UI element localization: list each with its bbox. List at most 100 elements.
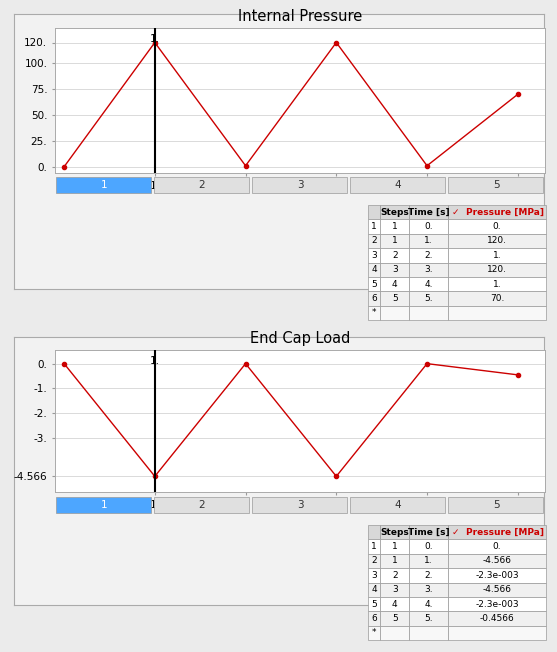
Bar [409, 205, 448, 219]
Bar [368, 525, 380, 539]
Text: 1: 1 [372, 542, 377, 551]
Bar [380, 612, 409, 626]
Text: 3: 3 [392, 265, 398, 274]
Bar [380, 597, 409, 612]
Bar [252, 497, 347, 513]
Text: 2: 2 [372, 237, 377, 245]
Text: 3: 3 [372, 251, 377, 259]
Text: 3.: 3. [424, 585, 433, 594]
Text: *: * [372, 308, 377, 318]
Text: 5: 5 [493, 500, 499, 510]
Text: 5: 5 [493, 180, 499, 190]
Bar [448, 263, 546, 277]
Bar [368, 205, 380, 219]
Bar [448, 582, 546, 597]
Bar [368, 291, 380, 306]
Bar [380, 525, 409, 539]
Text: 4: 4 [392, 600, 398, 608]
Text: 1: 1 [392, 556, 398, 565]
Bar [368, 597, 380, 612]
Text: 3.: 3. [424, 265, 433, 274]
Bar [409, 582, 448, 597]
Bar [380, 539, 409, 554]
Text: 4: 4 [395, 500, 401, 510]
Bar [368, 554, 380, 568]
Bar [368, 219, 380, 234]
Text: 1.: 1. [493, 251, 501, 259]
Bar [409, 263, 448, 277]
Bar [448, 612, 546, 626]
Text: 1.: 1. [493, 280, 501, 289]
Bar [368, 263, 380, 277]
Bar [448, 568, 546, 582]
Bar [409, 612, 448, 626]
Text: Steps: Steps [380, 527, 409, 537]
Text: 0.: 0. [493, 542, 501, 551]
Bar [448, 291, 546, 306]
Text: 6: 6 [372, 614, 377, 623]
Bar [448, 219, 546, 234]
Bar [368, 539, 380, 554]
Bar [409, 219, 448, 234]
Bar [368, 568, 380, 582]
Text: *: * [372, 629, 377, 637]
Text: Pressure [MPa]: Pressure [MPa] [466, 527, 544, 537]
Text: 1.: 1. [424, 237, 433, 245]
Text: 5.: 5. [424, 614, 433, 623]
Text: 1: 1 [392, 222, 398, 231]
Text: 2: 2 [372, 556, 377, 565]
Bar [409, 554, 448, 568]
Text: 0.: 0. [424, 542, 433, 551]
Title: End Cap Load: End Cap Load [250, 331, 350, 346]
Bar [380, 306, 409, 320]
Bar [368, 582, 380, 597]
Bar [368, 234, 380, 248]
Title: Internal Pressure: Internal Pressure [238, 9, 362, 24]
Bar [368, 612, 380, 626]
Text: 1: 1 [392, 237, 398, 245]
Text: 4: 4 [372, 585, 377, 594]
Bar [380, 248, 409, 263]
Bar [380, 205, 409, 219]
Bar [448, 306, 546, 320]
Text: -2.3e-003: -2.3e-003 [475, 600, 519, 608]
Bar [409, 248, 448, 263]
Bar [56, 497, 151, 513]
Bar [409, 568, 448, 582]
Bar [409, 597, 448, 612]
Text: Steps: Steps [380, 208, 409, 216]
Text: 1: 1 [101, 500, 108, 510]
Text: Time [s]: Time [s] [408, 208, 449, 216]
Text: 2: 2 [392, 570, 398, 580]
Text: -2.3e-003: -2.3e-003 [475, 570, 519, 580]
Text: 4: 4 [392, 280, 398, 289]
Text: ✓: ✓ [452, 208, 459, 216]
Text: 1: 1 [392, 542, 398, 551]
Bar [380, 263, 409, 277]
Text: 0.: 0. [493, 222, 501, 231]
Text: -4.566: -4.566 [482, 585, 511, 594]
Bar [380, 554, 409, 568]
Bar [409, 277, 448, 291]
Bar [154, 497, 249, 513]
Text: 1: 1 [101, 180, 108, 190]
Text: -4.566: -4.566 [482, 556, 511, 565]
Bar [448, 248, 546, 263]
Bar [448, 497, 543, 513]
Bar [448, 234, 546, 248]
Bar [380, 277, 409, 291]
Bar [380, 291, 409, 306]
Text: 2: 2 [392, 251, 398, 259]
Text: 5.: 5. [424, 294, 433, 303]
Bar [409, 234, 448, 248]
Text: -0.4566: -0.4566 [480, 614, 515, 623]
Bar [368, 277, 380, 291]
Text: Time [s]: Time [s] [408, 527, 449, 537]
Bar [448, 277, 546, 291]
Bar [448, 597, 546, 612]
Text: 2: 2 [199, 500, 206, 510]
Text: 0.: 0. [424, 222, 433, 231]
Bar [350, 497, 445, 513]
Bar [409, 525, 448, 539]
Bar [350, 177, 445, 193]
